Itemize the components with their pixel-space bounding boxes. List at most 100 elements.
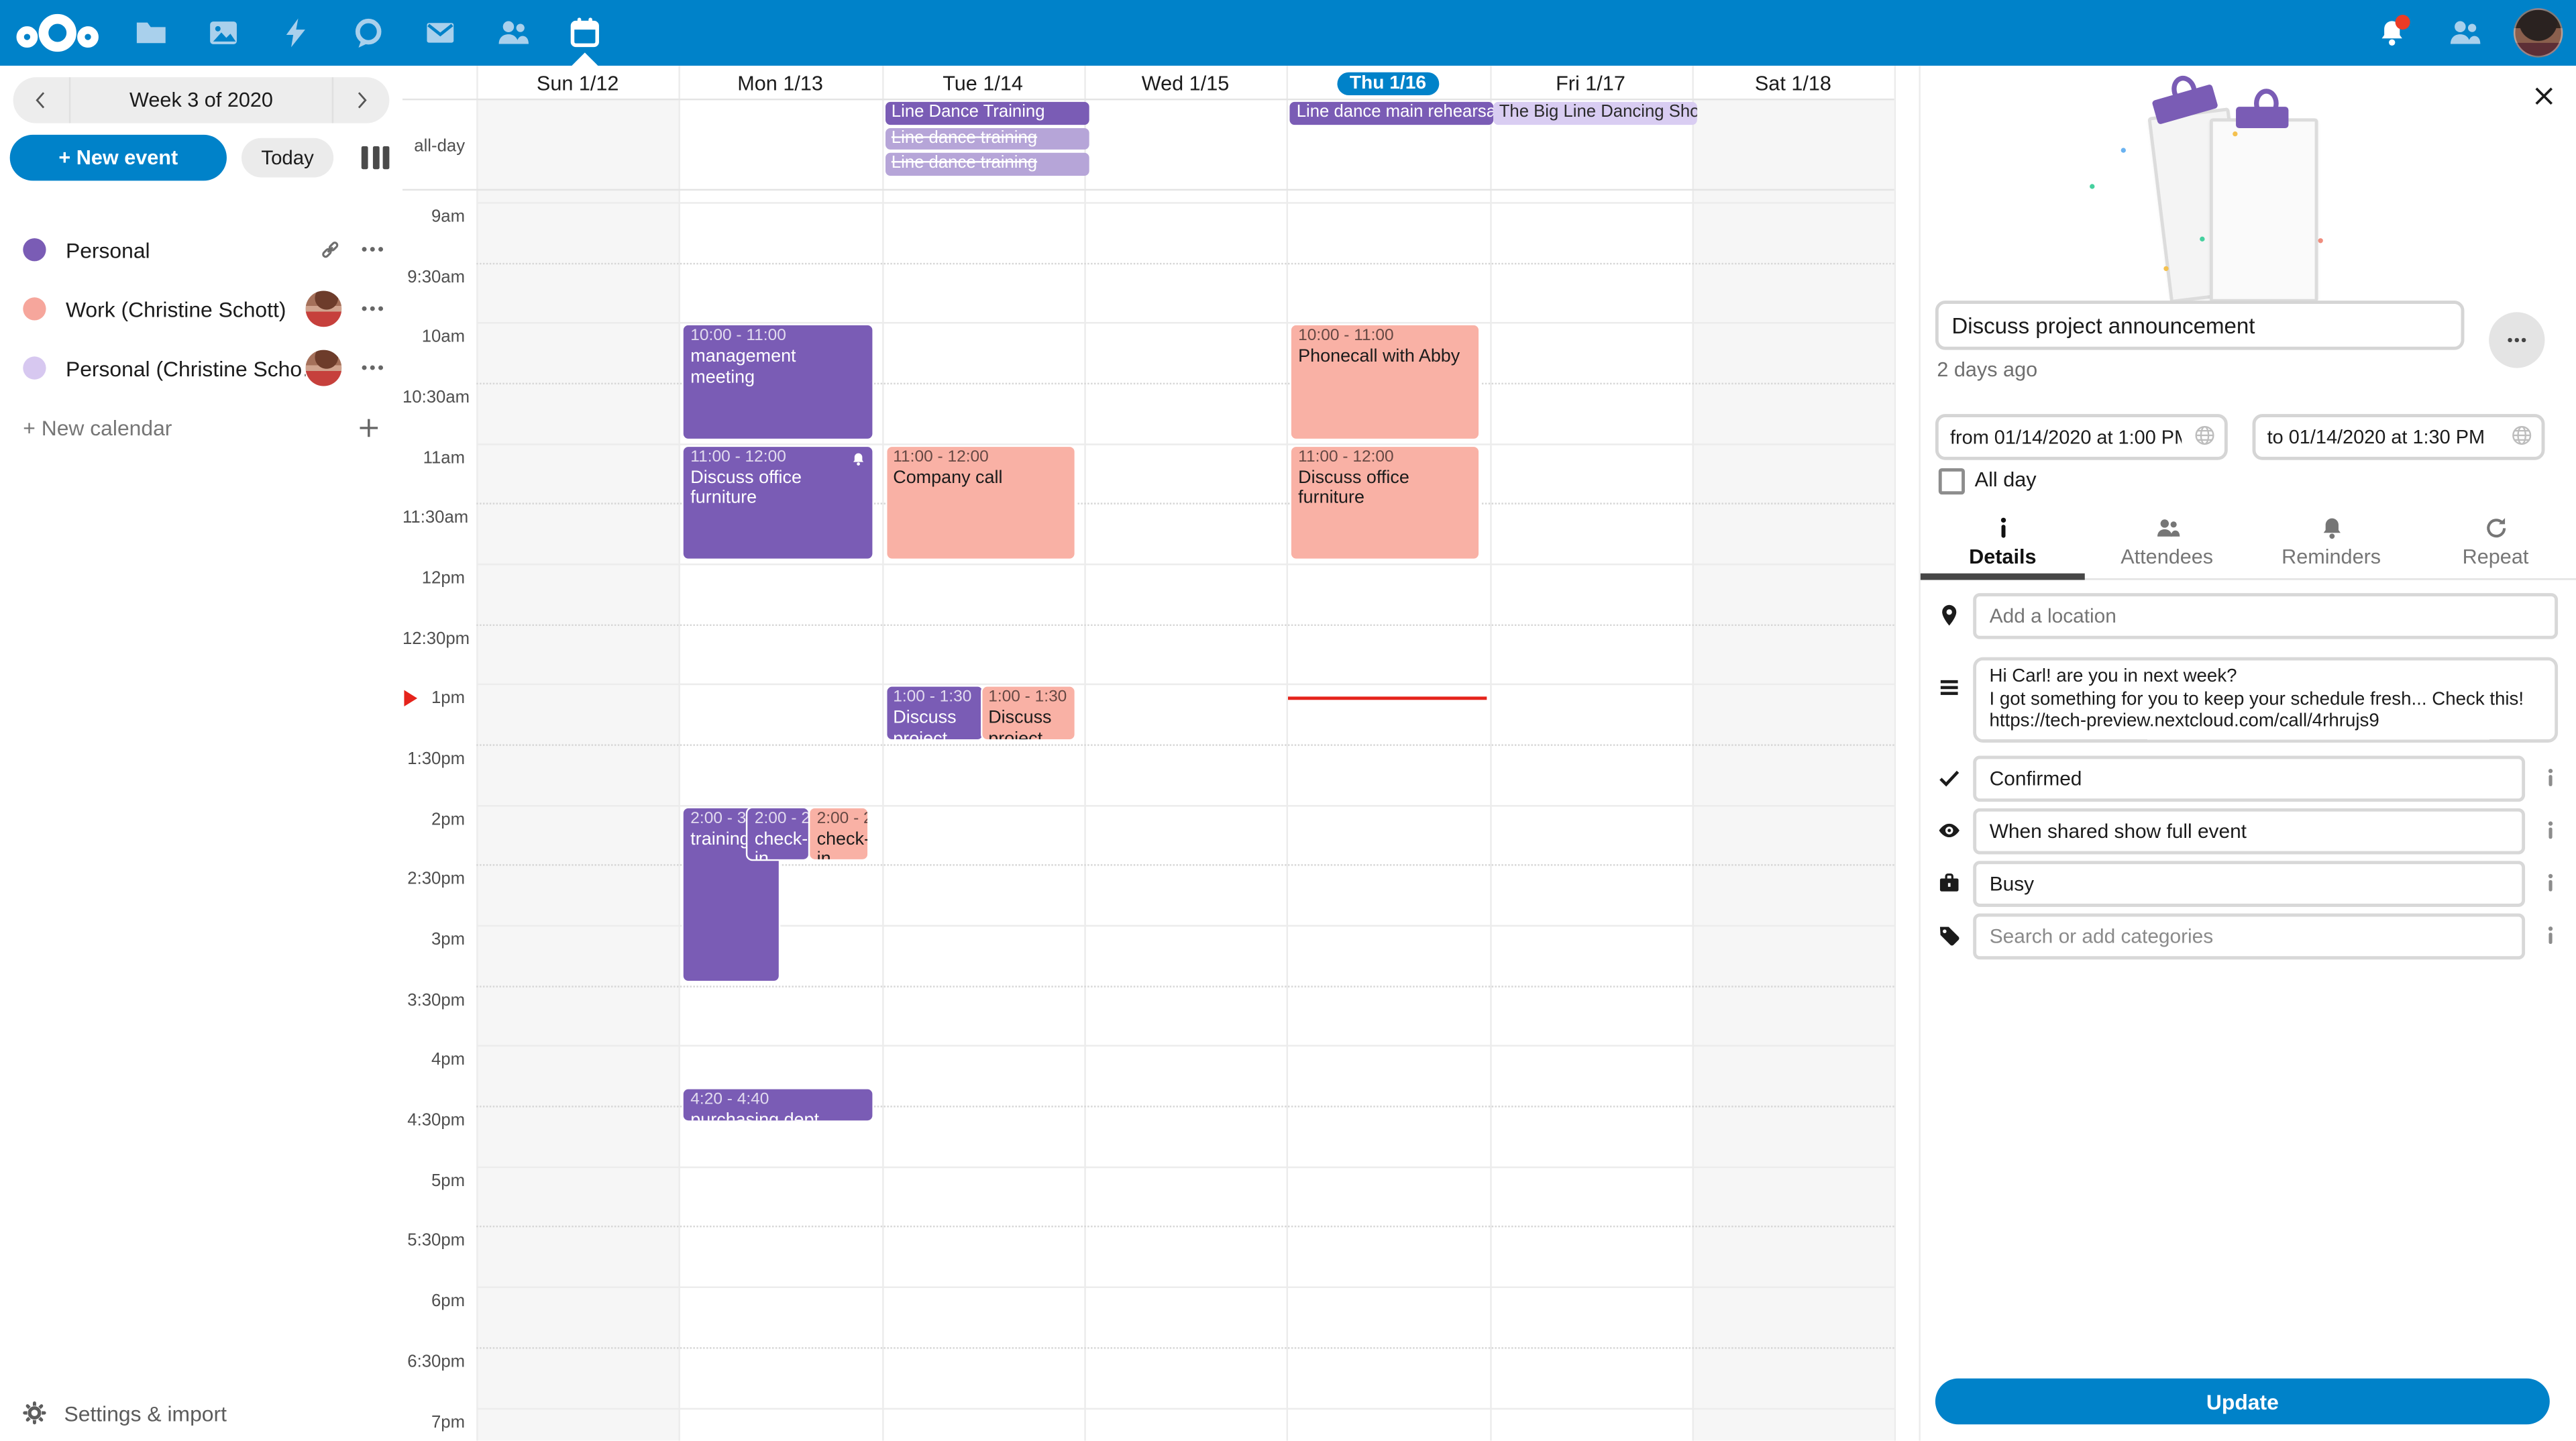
all-day-event[interactable]: Line dance training [885, 127, 1089, 150]
app-photos[interactable] [187, 0, 260, 66]
app-talk[interactable] [332, 0, 405, 66]
end-datetime-input[interactable] [2252, 414, 2545, 460]
day-header[interactable]: Fri 1/17 [1556, 72, 1625, 96]
calendar-event[interactable]: 2:00 - 2:30check-in [746, 806, 810, 862]
tab-repeat[interactable]: Repeat [2414, 513, 2576, 578]
calendar-event[interactable]: 10:00 - 11:00 management meeting [682, 324, 873, 440]
tab-attendees[interactable]: Attendees [2085, 513, 2249, 578]
day-header[interactable]: Sat 1/18 [1754, 72, 1831, 96]
calendar-event[interactable]: 1:00 - 1:30 Discuss project [979, 686, 1076, 741]
time-label: 7pm [431, 1411, 466, 1432]
event-time: 11:00 - 12:00 [1298, 447, 1394, 466]
app-activity[interactable] [260, 0, 332, 66]
calendar-list-item[interactable]: Personal ••• [0, 220, 402, 279]
all-day-checkbox[interactable] [1938, 468, 1965, 495]
files-icon [135, 16, 168, 49]
calendar-event[interactable]: 4:20 - 4:40 purchasing dept [682, 1087, 873, 1123]
all-day-event[interactable]: Line dance training [885, 152, 1089, 175]
shared-by-avatar [305, 350, 342, 386]
all-day-event[interactable]: Line dance main rehearsal [1289, 101, 1495, 124]
location-input[interactable] [1973, 593, 2559, 639]
calendar-event[interactable]: 11:00 - 12:00 Discuss office furniture [1289, 444, 1481, 561]
info-icon[interactable] [2540, 925, 2561, 947]
property-select[interactable]: Search or add categories [1973, 913, 2526, 960]
update-button[interactable]: Update [1935, 1378, 2550, 1425]
clipboards-illustration [2085, 72, 2414, 329]
info-icon[interactable] [2540, 767, 2561, 789]
day-header[interactable]: Tue 1/14 [943, 72, 1023, 96]
app-menu [115, 0, 621, 66]
now-indicator-triangle [404, 690, 418, 706]
description-textarea[interactable]: Hi Carl! are you in next week? I got som… [1973, 657, 2559, 743]
new-event-button[interactable]: + New event [9, 134, 227, 181]
next-week-button[interactable] [333, 77, 389, 123]
event-time: 10:00 - 11:00 [1298, 327, 1394, 346]
event-time: 2:00 - 2:30 [816, 809, 868, 828]
info-icon [1990, 516, 2015, 541]
day-header[interactable]: Mon 1/13 [737, 72, 823, 96]
settings-and-import[interactable]: Settings & import [21, 1400, 227, 1426]
time-label: 11:30am [402, 508, 469, 529]
info-icon[interactable] [2540, 820, 2561, 841]
all-day-event[interactable]: Line Dance Training [885, 101, 1089, 124]
view-toggle-icon[interactable] [361, 146, 390, 170]
more-icon[interactable]: ••• [361, 240, 386, 259]
calendar-list: Personal ••• Work (Christine Schott) ••• Per… [0, 220, 402, 457]
new-calendar-button[interactable]: + New calendar [0, 398, 402, 457]
event-title-input[interactable] [1935, 301, 2465, 350]
info-icon[interactable] [2540, 872, 2561, 894]
more-icon[interactable]: ••• [361, 299, 386, 318]
all-day-event[interactable]: The Big Line Dancing Show [1492, 101, 1697, 124]
close-icon[interactable] [2532, 84, 2561, 113]
today-button[interactable]: Today [241, 138, 334, 178]
people-icon [2155, 516, 2180, 541]
confetti-dot [2318, 238, 2323, 244]
app-calendar[interactable] [549, 0, 621, 66]
eye-icon [1937, 818, 1962, 843]
property-select[interactable]: Confirmed [1973, 755, 2526, 802]
previous-week-button[interactable] [13, 77, 69, 123]
app-contacts[interactable] [476, 0, 549, 66]
avatar[interactable] [2513, 8, 2563, 58]
calendar-list-item[interactable]: Personal (Christine Scho… ••• [0, 338, 402, 397]
tab-label: Attendees [2121, 545, 2214, 569]
globe-icon[interactable] [2510, 424, 2533, 447]
more-icon[interactable]: ••• [361, 359, 386, 378]
calendar-list-item[interactable]: Work (Christine Schott) ••• [0, 279, 402, 338]
time-label: 6pm [431, 1291, 466, 1312]
event-title: Discuss office furniture [690, 468, 802, 509]
globe-icon[interactable] [2193, 424, 2216, 447]
day-header[interactable]: Wed 1/15 [1141, 72, 1230, 96]
column-border [1489, 65, 1491, 1441]
start-datetime-input[interactable] [1935, 414, 2228, 460]
shared-by-avatar [305, 290, 342, 327]
tab-reminders[interactable]: Reminders [2249, 513, 2414, 578]
more-actions-button[interactable] [2489, 312, 2545, 368]
time-label: 5pm [431, 1171, 466, 1191]
link-icon[interactable] [319, 238, 341, 261]
property-select[interactable]: When shared show full event [1973, 808, 2526, 855]
app-mail[interactable] [404, 0, 476, 66]
tab-details[interactable]: Details [1920, 513, 2085, 580]
day-header[interactable]: Thu 1/16 [1287, 70, 1489, 97]
nextcloud-logo[interactable] [0, 10, 115, 56]
contacts-menu-button[interactable] [2441, 10, 2487, 56]
day-header[interactable]: Sun 1/12 [536, 72, 619, 96]
property-select[interactable]: Busy [1973, 861, 2526, 907]
calendar-event[interactable]: 11:00 - 12:00 Company call [885, 444, 1076, 561]
event-time: 1:00 - 1:30 [988, 689, 1067, 708]
settings-label: Settings & import [64, 1400, 227, 1426]
app-files[interactable] [115, 0, 187, 66]
grid-line [476, 865, 1894, 867]
calendar-icon [568, 16, 601, 49]
calendar-event[interactable]: 11:00 - 12:00 Discuss office furniture [682, 444, 873, 561]
grid-line [476, 564, 1894, 566]
event-title: purchasing dept [690, 1110, 820, 1123]
week-navigation: Week 3 of 2020 [13, 77, 390, 123]
week-label[interactable]: Week 3 of 2020 [68, 77, 334, 123]
calendar-event[interactable]: 10:00 - 11:00 Phonecall with Abby [1289, 324, 1481, 440]
notifications-button[interactable] [2369, 10, 2415, 56]
calendar-event[interactable]: 2:00 - 2:30check-in [808, 806, 870, 862]
